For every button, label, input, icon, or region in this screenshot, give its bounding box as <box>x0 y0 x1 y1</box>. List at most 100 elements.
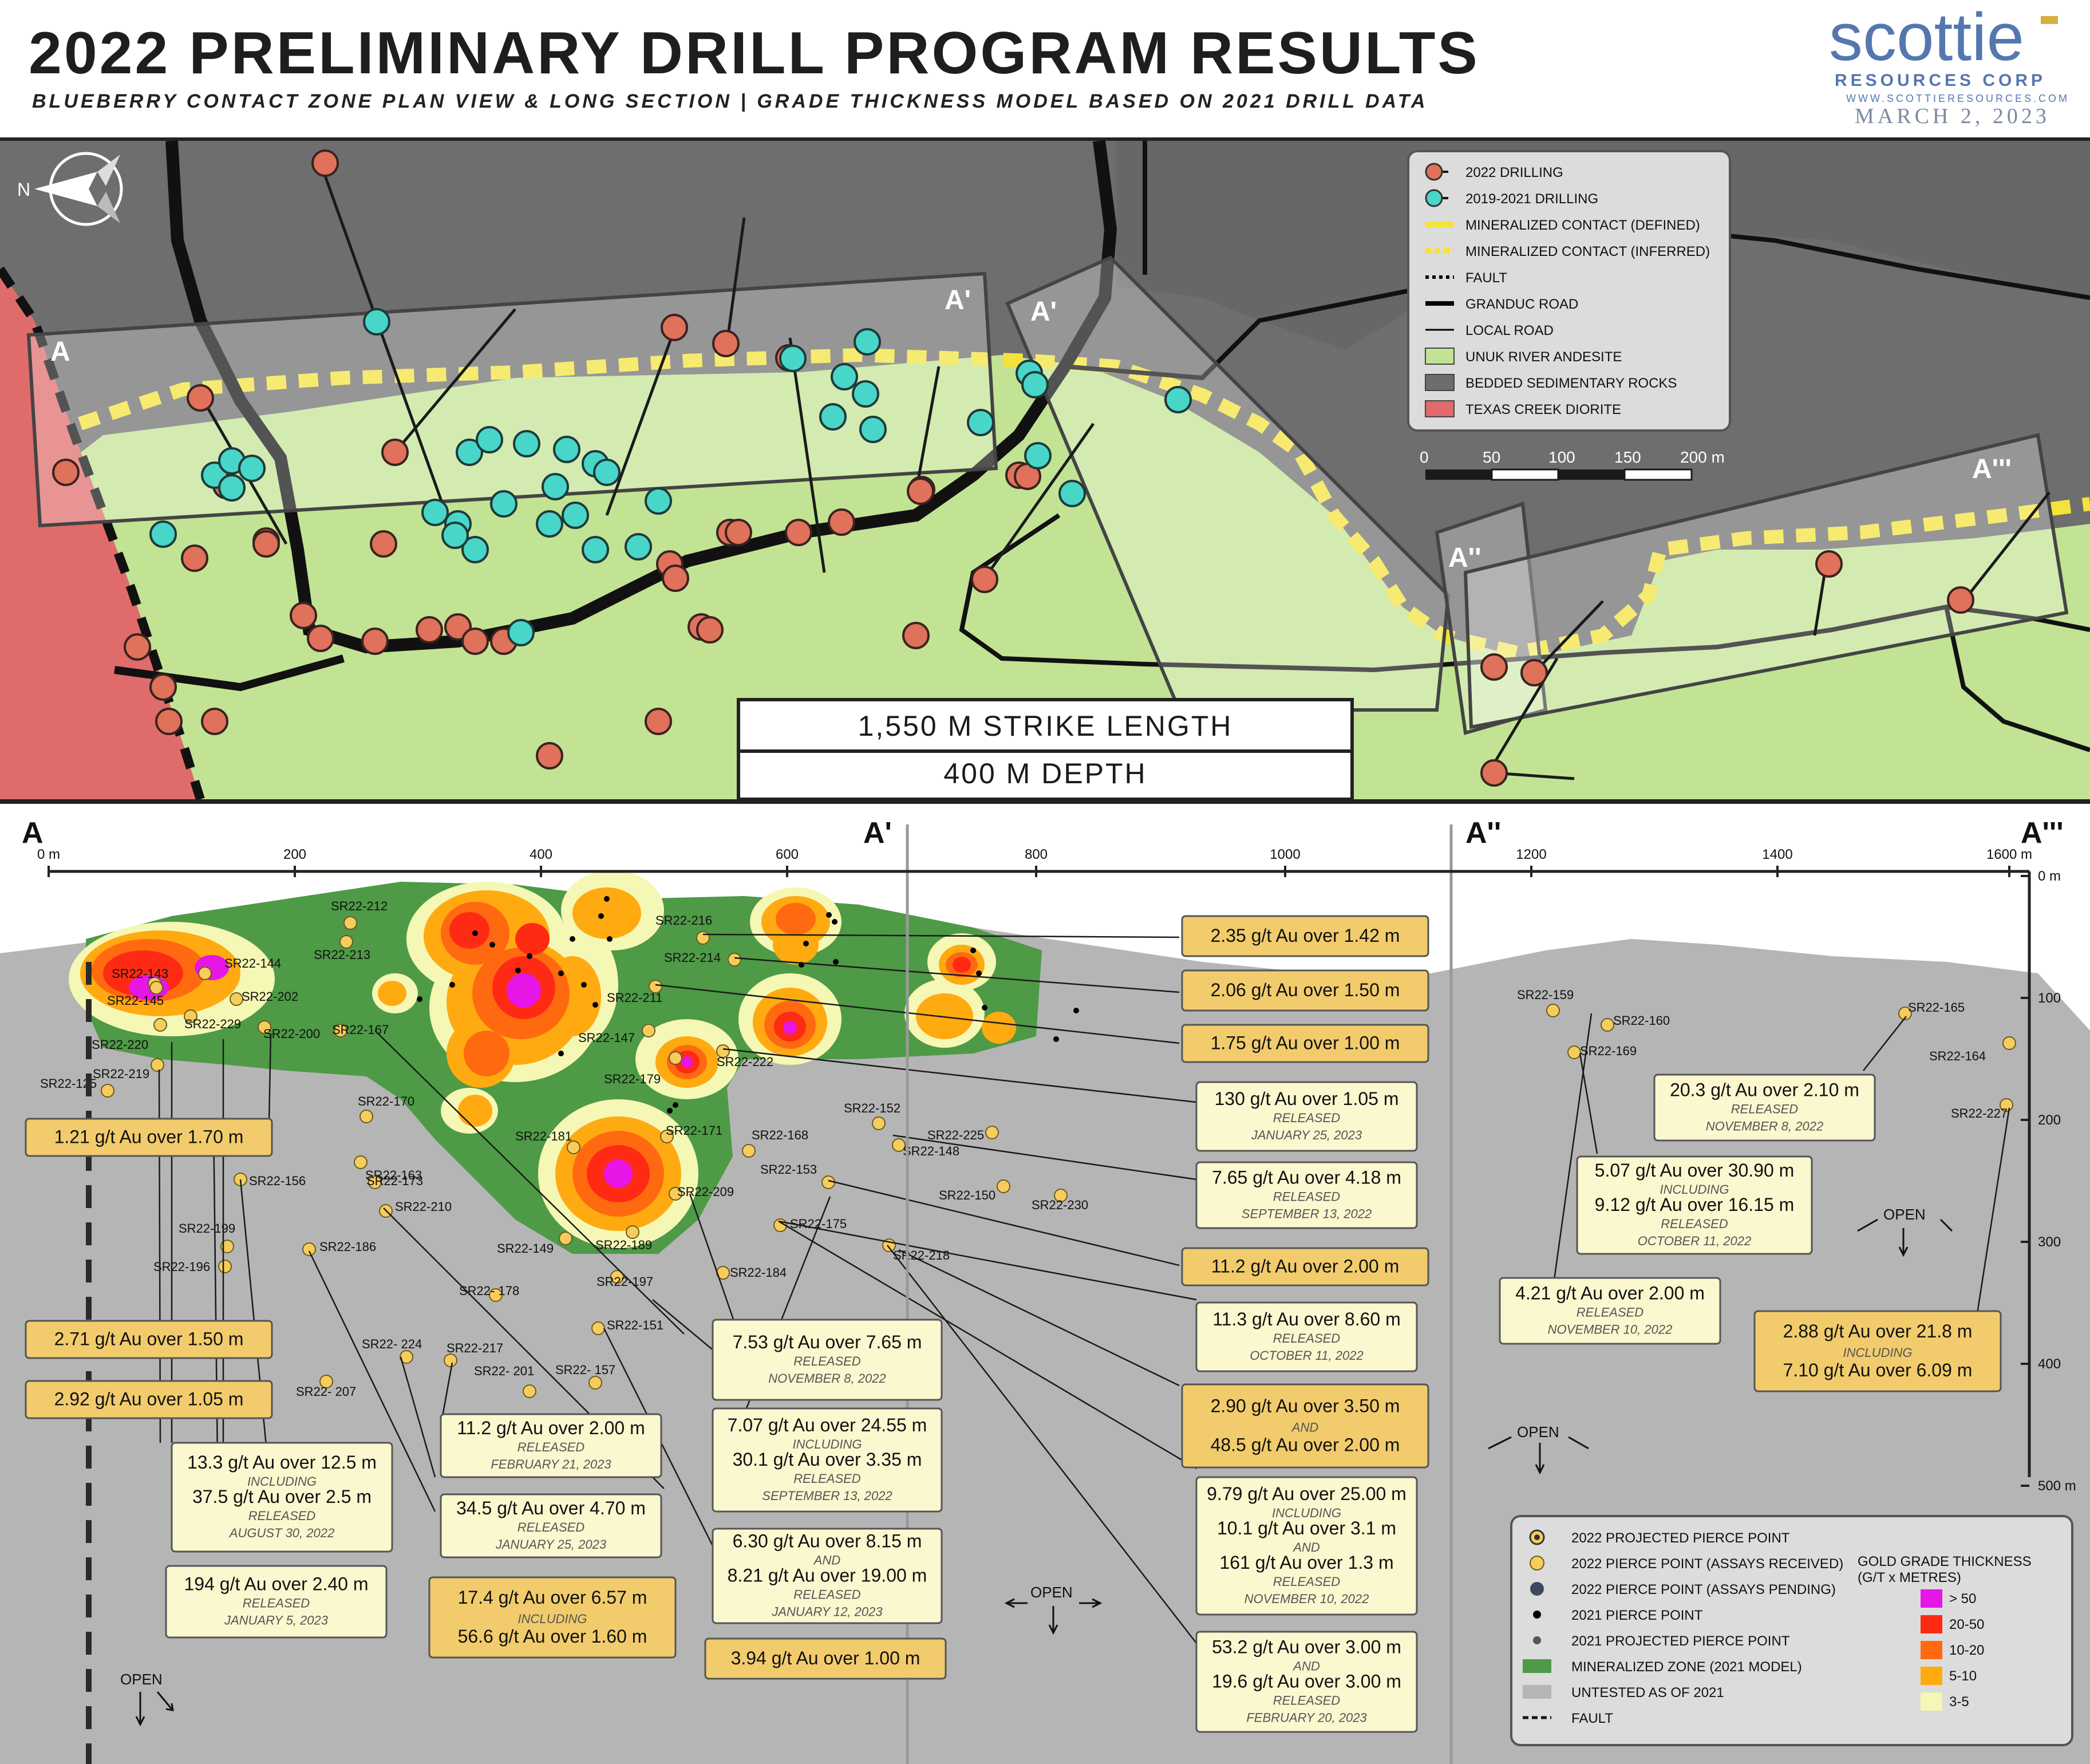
section-legend-label: 2022 PIERCE POINT (ASSAYS PENDING) <box>1571 1582 1836 1597</box>
plan-label-a-prime-1: A' <box>945 285 971 315</box>
unuk-river-andesite-area <box>0 355 2090 799</box>
callout-line: RELEASED <box>1661 1217 1728 1231</box>
page-title: 2022 PRELIMINARY DRILL PROGRAM RESULTS <box>29 20 1480 86</box>
callout-line: RELEASED <box>793 1588 860 1602</box>
callout-line: 34.5 g/t Au over 4.70 m <box>456 1498 646 1518</box>
pierce-point-2022 <box>669 1051 682 1065</box>
collar-2019-2021 <box>593 459 621 486</box>
callout-line: RELEASED <box>517 1440 584 1454</box>
assay-callout: 7.65 g/t Au over 4.18 m RELEASED SEPTEMBER… <box>1195 1161 1418 1229</box>
open-label: OPEN <box>1030 1584 1073 1601</box>
callout-line: AUGUST 30, 2022 <box>228 1526 334 1540</box>
callout-line: INCLUDING <box>1272 1506 1341 1520</box>
hole-label: SR22-153 <box>760 1162 817 1177</box>
collar-2019-2021 <box>507 619 535 646</box>
pierce-point-2022 <box>642 1024 655 1037</box>
collar-2019-2021 <box>1058 480 1086 507</box>
collar-2022 <box>785 519 812 546</box>
assay-callouts: 2.35 g/t Au over 1.42 m 2.06 g/t Au over … <box>25 915 2002 1733</box>
plan-legend-label: 2019-2021 DRILLING <box>1465 191 1598 207</box>
assay-callout: 11.3 g/t Au over 8.60 m RELEASED OCTOBER 1… <box>1195 1301 1418 1372</box>
assay-callout: 34.5 g/t Au over 4.70 m RELEASED JANUARY 2… <box>440 1493 662 1558</box>
pierce-point-2022 <box>1567 1045 1581 1059</box>
collar-2022 <box>971 566 998 593</box>
pierce-point-2022 <box>1546 1004 1560 1017</box>
collar-2019-2021 <box>852 380 879 408</box>
callout-line: 4.21 g/t Au over 2.00 m <box>1515 1283 1705 1304</box>
pierce-point-2022 <box>728 953 741 966</box>
collar-2019-2021 <box>553 436 580 463</box>
section-legend-symbol <box>1533 1636 1541 1644</box>
plan-legend-symbol <box>1425 163 1448 181</box>
hole-label: SR22-152 <box>844 1101 900 1115</box>
plan-legend-label: TEXAS CREEK DIORITE <box>1465 402 1621 417</box>
pierce-point-2022 <box>198 966 212 980</box>
collar-2022 <box>124 633 151 661</box>
section-label-a-double-prime: A'' <box>1465 816 1501 850</box>
hole-label: SR22-202 <box>242 989 298 1004</box>
collar-2022 <box>645 708 672 735</box>
plan-legend-label: MINERALIZED CONTACT (INFERRED) <box>1465 244 1710 259</box>
section-legend-label: 2022 PROJECTED PIERCE POINT <box>1571 1530 1790 1546</box>
y-tick-label: 400 <box>2038 1356 2061 1372</box>
callout-line: AND <box>1292 1540 1320 1554</box>
hole-label: SR22-149 <box>497 1241 554 1256</box>
y-tick-label: 0 m <box>2038 869 2061 884</box>
callout-line: 13.3 g/t Au over 12.5 m <box>187 1452 377 1473</box>
callout-line: 2.06 g/t Au over 1.50 m <box>1211 980 1400 1000</box>
pierce-point-2022 <box>626 1225 639 1239</box>
collar-2022 <box>725 519 752 546</box>
y-tick-label: 300 <box>2038 1234 2061 1250</box>
hole-label: SR22-227 <box>1951 1106 2008 1120</box>
collar-2022 <box>149 673 177 701</box>
pierce-point-2022 <box>523 1384 536 1398</box>
pierce-point-2022 <box>591 1321 605 1335</box>
collar-2019-2021 <box>461 536 489 563</box>
section-legend-symbol <box>1529 1529 1545 1545</box>
hole-label: SR22-169 <box>1580 1044 1637 1058</box>
callout-line: 11.2 g/t Au over 2.00 m <box>1211 1256 1400 1277</box>
hole-label: SR22- 157 <box>555 1363 615 1377</box>
pierce-point-2022 <box>1054 1189 1068 1202</box>
long-section: SR22-212 SR22-213 SR22-143 SR22-144 SR22-145… <box>0 804 2090 1764</box>
collar-2019-2021 <box>645 487 672 515</box>
collar-2019-2021 <box>562 502 589 529</box>
callout-line: RELEASED <box>248 1509 315 1523</box>
mineralized-contact <box>78 348 2090 660</box>
assay-callout: 2.71 g/t Au over 1.50 m <box>25 1320 273 1359</box>
hole-label: SR22-209 <box>677 1185 734 1199</box>
callout-line: RELEASED <box>1273 1574 1340 1589</box>
plan-legend-label: 2022 DRILLING <box>1465 165 1563 180</box>
plan-label-a-double-prime: A'' <box>1448 543 1481 573</box>
grade-legend-title: GOLD GRADE THICKNESS <box>1858 1554 2032 1569</box>
pierce-point-2022 <box>1898 1007 1912 1020</box>
pierce-point-2022 <box>184 1009 197 1023</box>
callout-line: 2.71 g/t Au over 1.50 m <box>54 1329 244 1349</box>
section-legend: 2022 PROJECTED PIERCE POINT 2022 PIERCE P… <box>1510 1515 2073 1746</box>
section-label-a-triple-prime: A''' <box>2021 816 2064 850</box>
pierce-point-2022 <box>149 981 163 995</box>
collar-2019-2021 <box>1024 442 1052 469</box>
grade-label: 5-10 <box>1949 1668 1977 1684</box>
hole-label: SR22- 207 <box>296 1384 356 1399</box>
hole-label: SR22-170 <box>358 1094 414 1108</box>
callout-line: JANUARY 5, 2023 <box>224 1613 329 1628</box>
callout-line: OCTOBER 11, 2022 <box>1638 1234 1752 1248</box>
section-y-axis: 0 m 100 200 300 400 500 m <box>2021 869 2076 1494</box>
scale-bar: 0 50 100 150 200 m <box>1420 448 1725 481</box>
callout-line: 19.6 g/t Au over 3.00 m <box>1212 1671 1401 1692</box>
collar-2022 <box>1480 759 1508 787</box>
plan-view-map: A A' A' A'' A''' N 1,550 M STRIKE LENGTH… <box>0 140 2090 804</box>
pierce-point-2022 <box>696 931 710 945</box>
collar-2019-2021 <box>859 416 887 443</box>
assay-callout: 11.2 g/t Au over 2.00 m RELEASED FEBRUARY … <box>440 1413 662 1478</box>
hole-label: SR22-214 <box>664 950 721 965</box>
hole-label: SR22-199 <box>179 1221 235 1236</box>
pierce-point-2022 <box>302 1242 316 1256</box>
callout-line: AND <box>1292 1659 1320 1674</box>
callout-line: 53.2 g/t Au over 3.00 m <box>1212 1637 1401 1658</box>
hole-label: SR22-186 <box>319 1240 376 1254</box>
assay-callout: 1.21 g/t Au over 1.70 m <box>25 1118 273 1157</box>
